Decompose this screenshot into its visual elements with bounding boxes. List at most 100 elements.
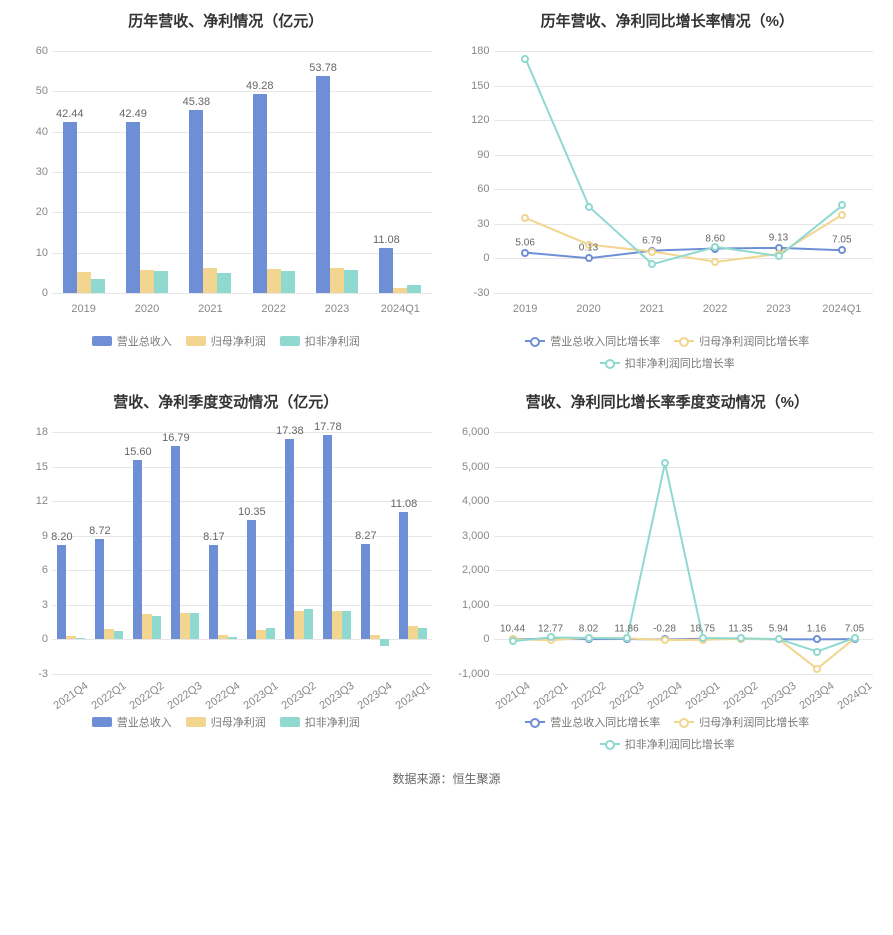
x-tick-label: 2022Q3 [607, 680, 646, 712]
y-tick-label: 1,000 [452, 599, 490, 611]
y-tick-label: 120 [452, 114, 490, 126]
x-tick-label: 2019 [71, 303, 95, 315]
chart3-title: 营收、净利季度变动情况（亿元） [10, 391, 442, 412]
line-value-label: 5.94 [769, 624, 788, 635]
line-path [525, 59, 842, 264]
chart2-area: 5.060.136.798.609.137.05 -30030609012015… [452, 43, 884, 323]
y-tick-label: 0 [10, 287, 48, 299]
bar [393, 288, 407, 293]
x-tick-label: 2022Q4 [645, 680, 684, 712]
line-marker [711, 258, 719, 266]
line-svg [494, 51, 874, 293]
chart4-legend: 营业总收入同比增长率归母净利润同比增长率扣非净利润同比增长率 [452, 714, 884, 752]
line-path [513, 638, 855, 669]
line-value-label: 1.16 [807, 624, 826, 635]
gridline [52, 293, 432, 294]
bar [133, 460, 142, 640]
bar-value-label: 8.20 [51, 531, 72, 543]
line-marker [838, 201, 846, 209]
data-source-label: 数据来源：恒生聚源 [10, 770, 883, 787]
gridline [52, 253, 432, 254]
line-marker [648, 260, 656, 268]
x-tick-label: 2021Q4 [52, 680, 91, 712]
x-tick-label: 2023 [325, 303, 349, 315]
y-tick-label: 10 [10, 247, 48, 259]
bar [256, 630, 265, 639]
gridline [52, 570, 432, 571]
x-tick-label: 2020 [135, 303, 159, 315]
bar [63, 122, 77, 293]
bar [152, 616, 161, 639]
chart3-area: 8.208.7215.6016.798.1710.3517.3817.788.2… [10, 424, 442, 704]
line-marker [838, 246, 846, 254]
y-tick-label: 40 [10, 126, 48, 138]
y-tick-label: 5,000 [452, 461, 490, 473]
x-tick-label: 2023Q2 [280, 680, 319, 712]
x-tick-label: 2022Q4 [204, 680, 243, 712]
legend-item: 营业总收入同比增长率 [525, 333, 660, 349]
line-marker [509, 637, 517, 645]
chart3-plot: 8.208.7215.6016.798.1710.3517.3817.788.2… [52, 432, 432, 674]
line-value-label: -0.28 [653, 624, 676, 635]
y-tick-label: 30 [452, 218, 490, 230]
legend-item: 扣非净利润同比增长率 [600, 355, 735, 371]
line-value-label: 5.06 [515, 237, 534, 248]
legend-swatch [674, 721, 694, 723]
y-tick-label: 30 [10, 166, 48, 178]
chart2-panel: 历年营收、净利同比增长率情况（%） 5.060.136.798.609.137.… [452, 10, 884, 371]
bar-value-label: 11.08 [391, 498, 418, 510]
y-tick-label: 18 [10, 426, 48, 438]
gridline [52, 674, 432, 675]
bar-value-label: 15.60 [124, 446, 152, 458]
line-marker [623, 634, 631, 642]
bar [154, 271, 168, 293]
bar [304, 609, 313, 639]
line-marker [661, 636, 669, 644]
bar [209, 545, 218, 639]
y-tick-label: 2,000 [452, 564, 490, 576]
bar [247, 520, 256, 639]
line-value-label: 11.35 [728, 624, 752, 635]
y-tick-label: 50 [10, 85, 48, 97]
gridline [52, 432, 432, 433]
chart1-title: 历年营收、净利情况（亿元） [10, 10, 442, 31]
x-tick-label: 2023Q4 [356, 680, 395, 712]
bar-value-label: 42.49 [119, 108, 147, 120]
bar [203, 268, 217, 293]
chart3-legend: 营业总收入归母净利润扣非净利润 [10, 714, 442, 730]
gridline [52, 639, 432, 640]
bar [142, 614, 151, 639]
x-tick-label: 2023Q1 [242, 680, 281, 712]
line-marker [585, 254, 593, 262]
x-tick-label: 2023Q1 [683, 680, 722, 712]
bar [218, 635, 227, 640]
line-marker [585, 203, 593, 211]
legend-label: 归母净利润 [211, 333, 266, 349]
legend-swatch [280, 336, 300, 346]
y-tick-label: 90 [452, 149, 490, 161]
legend-label: 营业总收入 [117, 333, 172, 349]
legend-swatch [186, 717, 206, 727]
y-tick-label: 9 [10, 530, 48, 542]
chart2-plot: 5.060.136.798.609.137.05 [494, 51, 874, 293]
chart3-panel: 营收、净利季度变动情况（亿元） 8.208.7215.6016.798.1710… [10, 391, 442, 752]
line-value-label: 10.44 [500, 624, 525, 635]
line-marker [521, 249, 529, 257]
line-value-label: 0.13 [579, 243, 598, 254]
bar [294, 611, 303, 640]
line-marker [851, 634, 859, 642]
bar-value-label: 10.35 [238, 506, 266, 518]
bar [408, 626, 417, 640]
bar-value-label: 17.78 [314, 421, 342, 433]
bar [126, 122, 140, 293]
chart1-area: 42.4442.4945.3849.2853.7811.08 010203040… [10, 43, 442, 323]
bar [253, 94, 267, 293]
chart2-title: 历年营收、净利同比增长率情况（%） [452, 10, 884, 31]
x-tick-label: 2022Q2 [128, 680, 167, 712]
legend-swatch [186, 336, 206, 346]
y-tick-label: 3,000 [452, 530, 490, 542]
bar [180, 613, 189, 640]
bar-value-label: 11.08 [373, 234, 400, 246]
bar-value-label: 53.78 [309, 62, 337, 74]
line-value-label: 8.02 [579, 624, 598, 635]
